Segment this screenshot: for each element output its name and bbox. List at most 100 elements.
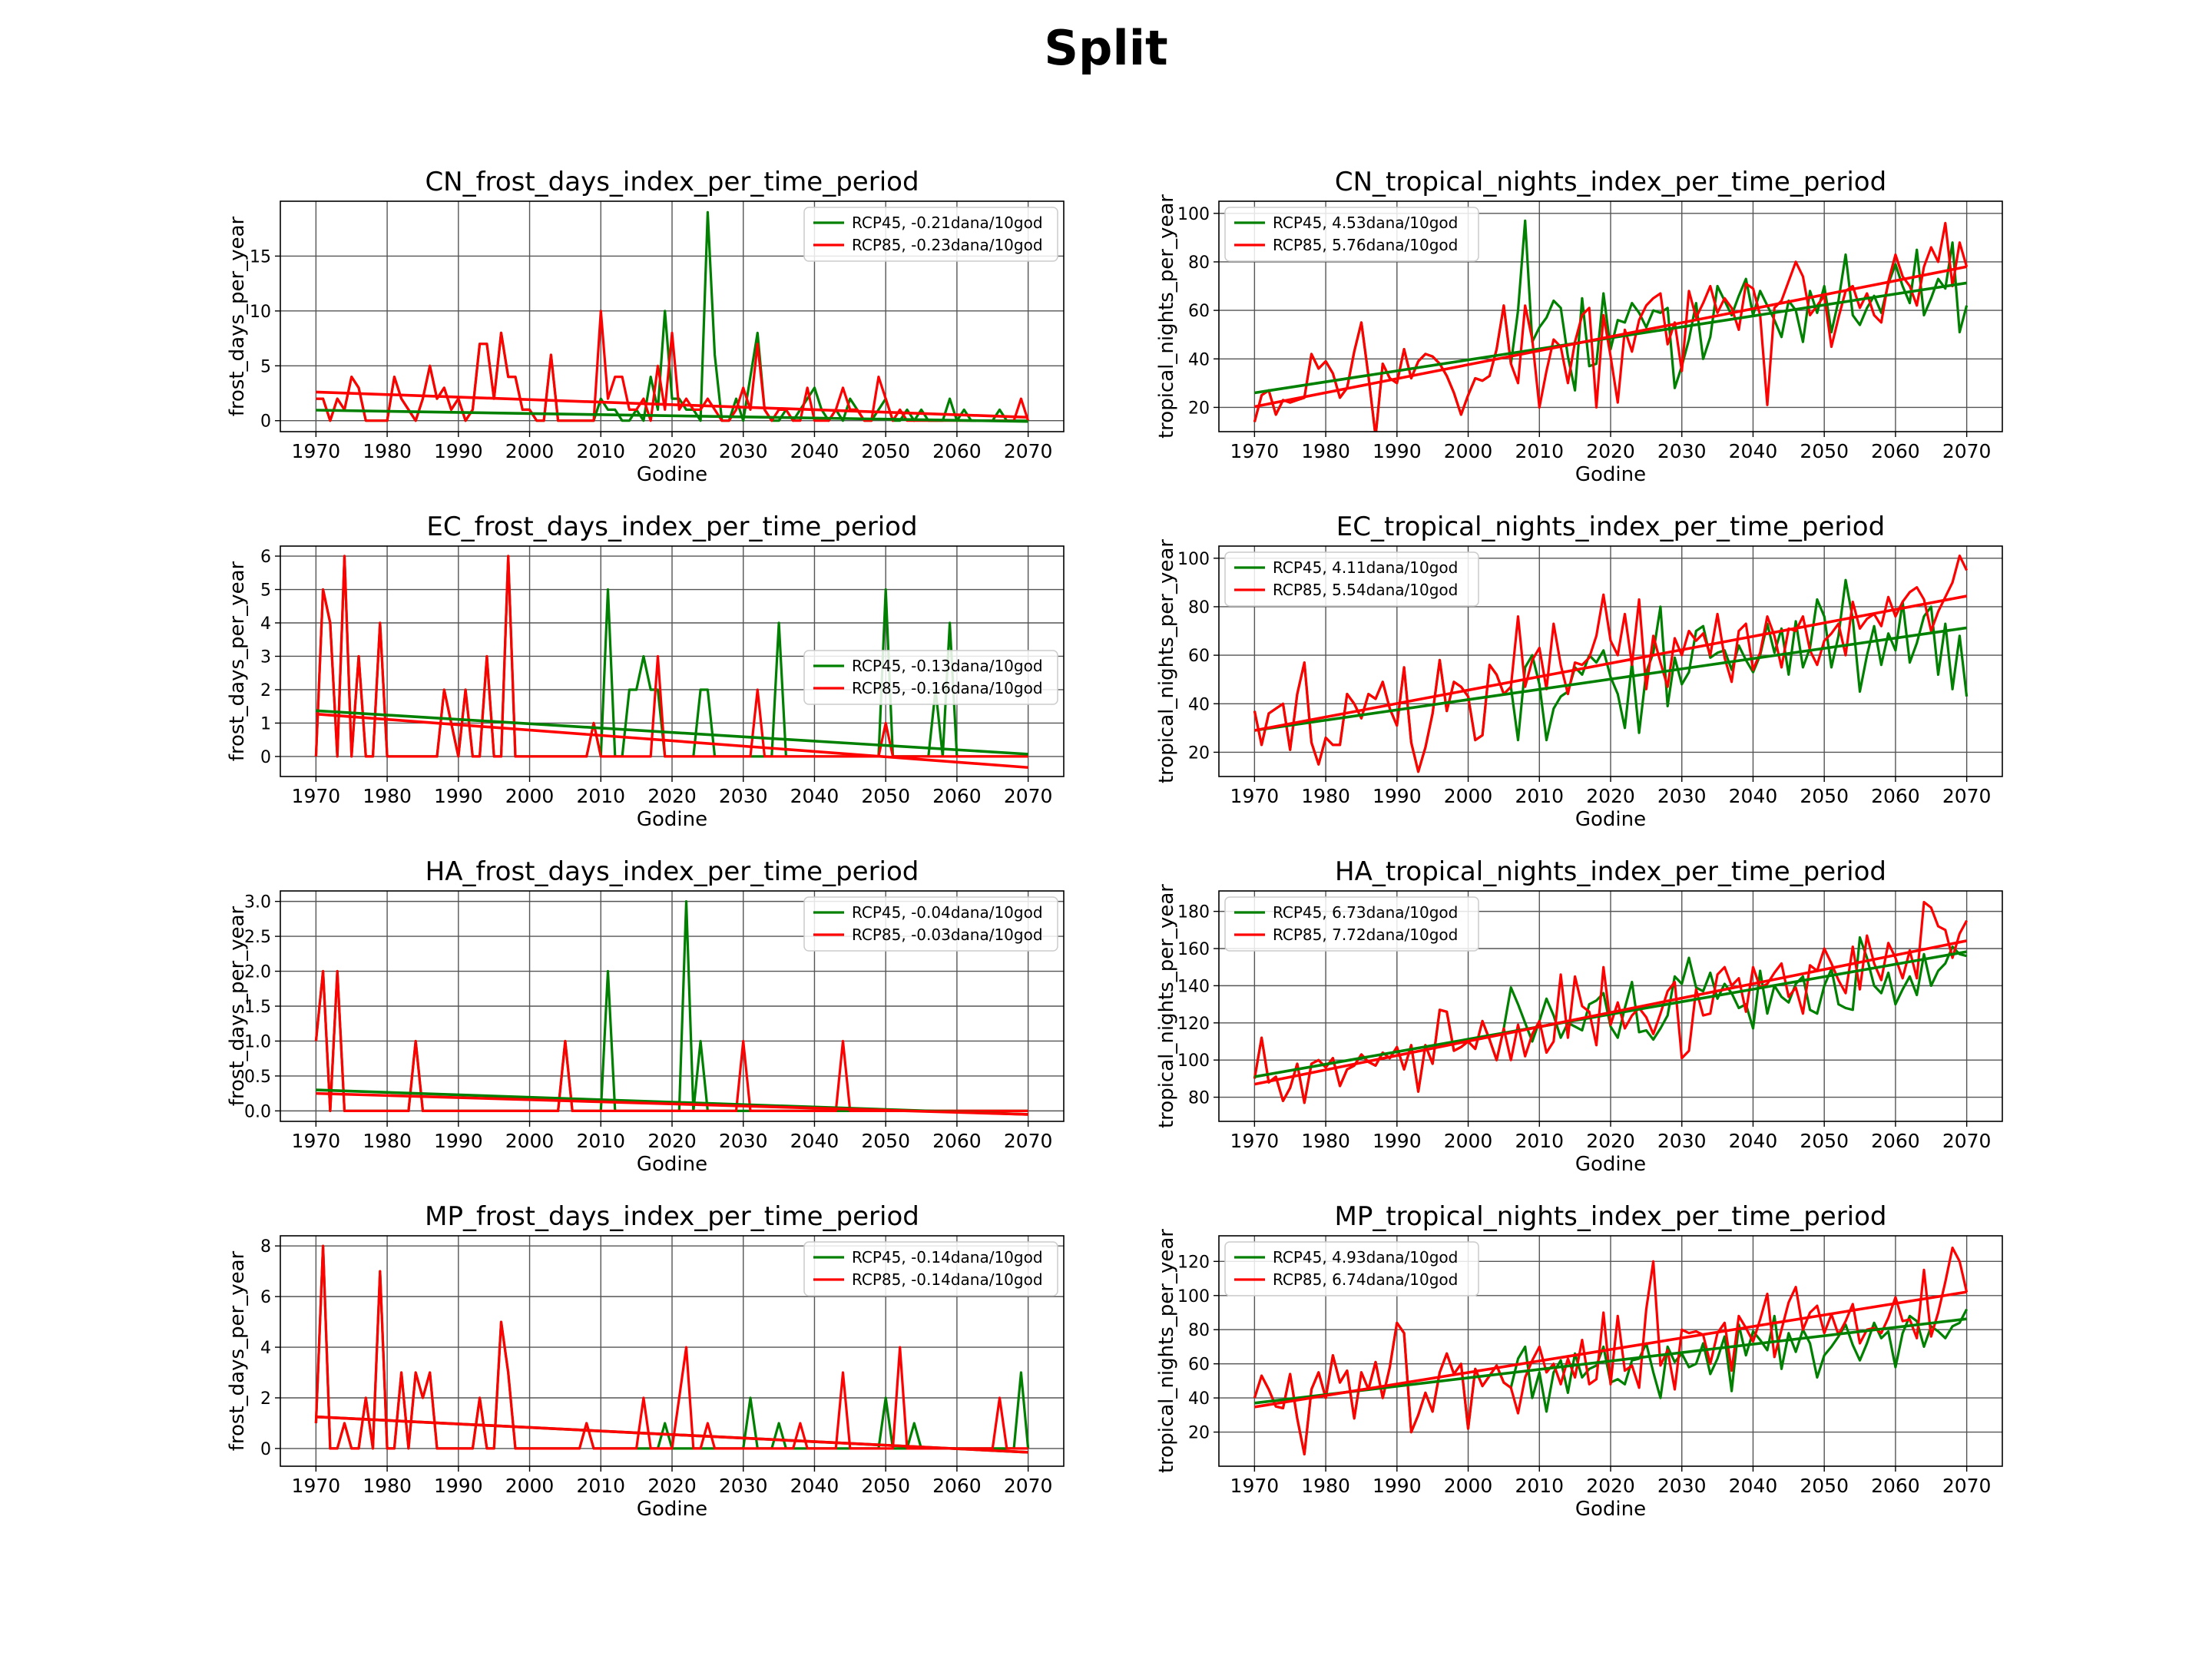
- plot-frame: [280, 890, 1065, 1122]
- legend-box: [1224, 207, 1479, 262]
- x-tick-label: 2060: [932, 1475, 982, 1497]
- legend-box: [803, 650, 1058, 705]
- y-tick-label: 2: [260, 1389, 271, 1409]
- page-title: Split: [1044, 20, 1168, 76]
- trend-line-rcp85: [1254, 939, 1967, 1086]
- legend-entry: RCP45, 4.11dana/10god: [1273, 558, 1458, 577]
- x-tick-label: 2060: [932, 785, 982, 807]
- x-tick-label: 1980: [1301, 1130, 1350, 1152]
- x-tick-label: 2030: [1657, 1130, 1707, 1152]
- x-tick-label: 2070: [1942, 440, 1992, 462]
- legend: RCP45, 6.73dana/10god RCP85, 7.72dana/10g…: [1224, 896, 1479, 952]
- x-tick-label: 2050: [861, 785, 910, 807]
- legend-box: [1224, 551, 1479, 607]
- legend: RCP45, 4.53dana/10god RCP85, 5.76dana/10g…: [1224, 207, 1479, 262]
- x-tick-label: 2040: [790, 1130, 839, 1152]
- trend-line-rcp85: [1254, 265, 1967, 409]
- x-tick-label: 2040: [790, 1475, 839, 1497]
- legend: RCP45, -0.04dana/10god RCP85, -0.03dana/1…: [803, 896, 1058, 952]
- x-tick-label: 2070: [1004, 1475, 1053, 1497]
- legend-box: [803, 207, 1058, 262]
- y-tick-label: 20: [1188, 1424, 1210, 1443]
- x-tick-label: 1980: [363, 440, 412, 462]
- y-tick-label: 3: [260, 647, 271, 667]
- chart-title: HA_tropical_nights_index_per_time_period: [1335, 856, 1886, 887]
- y-tick-label: 80: [1188, 598, 1210, 618]
- plot-frame: [1218, 890, 2003, 1122]
- x-tick-label: 2070: [1942, 785, 1992, 807]
- x-tick-label: 2010: [576, 1130, 625, 1152]
- x-tick-label: 2000: [505, 440, 555, 462]
- x-tick-label: 2020: [647, 440, 697, 462]
- legend-entry: RCP85, 6.74dana/10god: [1273, 1270, 1458, 1289]
- x-tick-label: 1990: [434, 1130, 483, 1152]
- y-axis-label: frost_days_per_year: [226, 561, 249, 761]
- x-tick-label: 2010: [1515, 1475, 1564, 1497]
- x-tick-label: 2040: [1729, 1475, 1778, 1497]
- x-tick-label: 2010: [576, 1475, 625, 1497]
- plot-area: [1253, 1246, 1969, 1456]
- x-tick-label: 2020: [1586, 440, 1635, 462]
- x-tick-label: 2030: [1657, 440, 1707, 462]
- x-axis-label: Godine: [637, 1153, 707, 1176]
- x-tick-label: 2010: [1515, 785, 1564, 807]
- y-tick-label: 4: [260, 1339, 271, 1358]
- trend-line-rcp85: [316, 712, 1028, 770]
- y-tick-label: 140: [1177, 977, 1210, 996]
- y-tick-label: 100: [1177, 550, 1210, 569]
- chart-title: CN_frost_days_index_per_time_period: [425, 167, 919, 197]
- x-tick-label: 2060: [932, 440, 982, 462]
- y-tick-label: 3.0: [244, 893, 271, 912]
- legend: RCP45, -0.13dana/10god RCP85, -0.16dana/1…: [803, 650, 1058, 705]
- legend-entry: RCP85, 7.72dana/10god: [1273, 926, 1458, 944]
- x-tick-label: 2030: [1657, 785, 1707, 807]
- x-tick-label: 1980: [363, 785, 412, 807]
- plot-area: [1253, 900, 1969, 1104]
- y-tick-label: 2: [260, 681, 271, 700]
- trend-line-rcp85: [1254, 1290, 1967, 1409]
- x-tick-label: 2040: [1729, 1130, 1778, 1152]
- y-tick-label: 0: [260, 412, 271, 432]
- x-tick-label: 2010: [1515, 1130, 1564, 1152]
- x-tick-label: 2040: [790, 440, 839, 462]
- x-tick-label: 2070: [1004, 440, 1053, 462]
- legend: RCP45, -0.14dana/10god RCP85, -0.14dana/1…: [803, 1241, 1058, 1296]
- x-tick-label: 2050: [861, 1130, 910, 1152]
- x-tick-label: 2060: [1871, 1475, 1920, 1497]
- x-tick-label: 2070: [1942, 1475, 1992, 1497]
- y-tick-label: 80: [1188, 1321, 1210, 1340]
- y-tick-label: 120: [1177, 1015, 1210, 1034]
- plot-frame: [280, 1235, 1065, 1467]
- plot-frame: [280, 545, 1065, 777]
- x-tick-label: 1990: [1373, 785, 1422, 807]
- x-tick-label: 1980: [363, 1130, 412, 1152]
- series-line-rcp85: [1253, 554, 1969, 773]
- x-tick-label: 2020: [647, 1475, 697, 1497]
- chart-title: EC_frost_days_index_per_time_period: [426, 512, 917, 542]
- x-tick-label: 1990: [434, 785, 483, 807]
- y-tick-label: 1.0: [244, 1032, 271, 1051]
- y-tick-label: 40: [1188, 350, 1210, 369]
- legend-entry: RCP45, -0.14dana/10god: [852, 1248, 1043, 1267]
- y-tick-label: 1.5: [244, 998, 271, 1017]
- y-tick-label: 40: [1188, 1389, 1210, 1409]
- x-tick-label: 1980: [363, 1475, 412, 1497]
- x-tick-label: 1970: [1230, 785, 1280, 807]
- chart-cn-frost-days: CN_frost_days_index_per_time_period 1970 1…: [226, 167, 1065, 486]
- legend-entry: RCP45, -0.04dana/10god: [852, 903, 1043, 922]
- x-tick-label: 2070: [1004, 1130, 1053, 1152]
- x-tick-label: 2000: [505, 1475, 555, 1497]
- y-tick-label: 100: [1177, 205, 1210, 224]
- plot-area: [314, 899, 1028, 1116]
- y-tick-label: 8: [260, 1237, 271, 1257]
- x-tick-label: 1970: [1230, 1475, 1280, 1497]
- legend-entry: RCP85, 5.76dana/10god: [1273, 236, 1458, 254]
- plot-frame: [1218, 1235, 2003, 1467]
- y-tick-label: 20: [1188, 743, 1210, 763]
- x-tick-label: 2040: [790, 785, 839, 807]
- y-tick-label: 100: [1177, 1287, 1210, 1306]
- y-axis-label: frost_days_per_year: [226, 1250, 249, 1451]
- y-axis-label: frost_days_per_year: [226, 216, 249, 416]
- x-tick-label: 1990: [434, 1475, 483, 1497]
- y-tick-label: 6: [260, 1288, 271, 1307]
